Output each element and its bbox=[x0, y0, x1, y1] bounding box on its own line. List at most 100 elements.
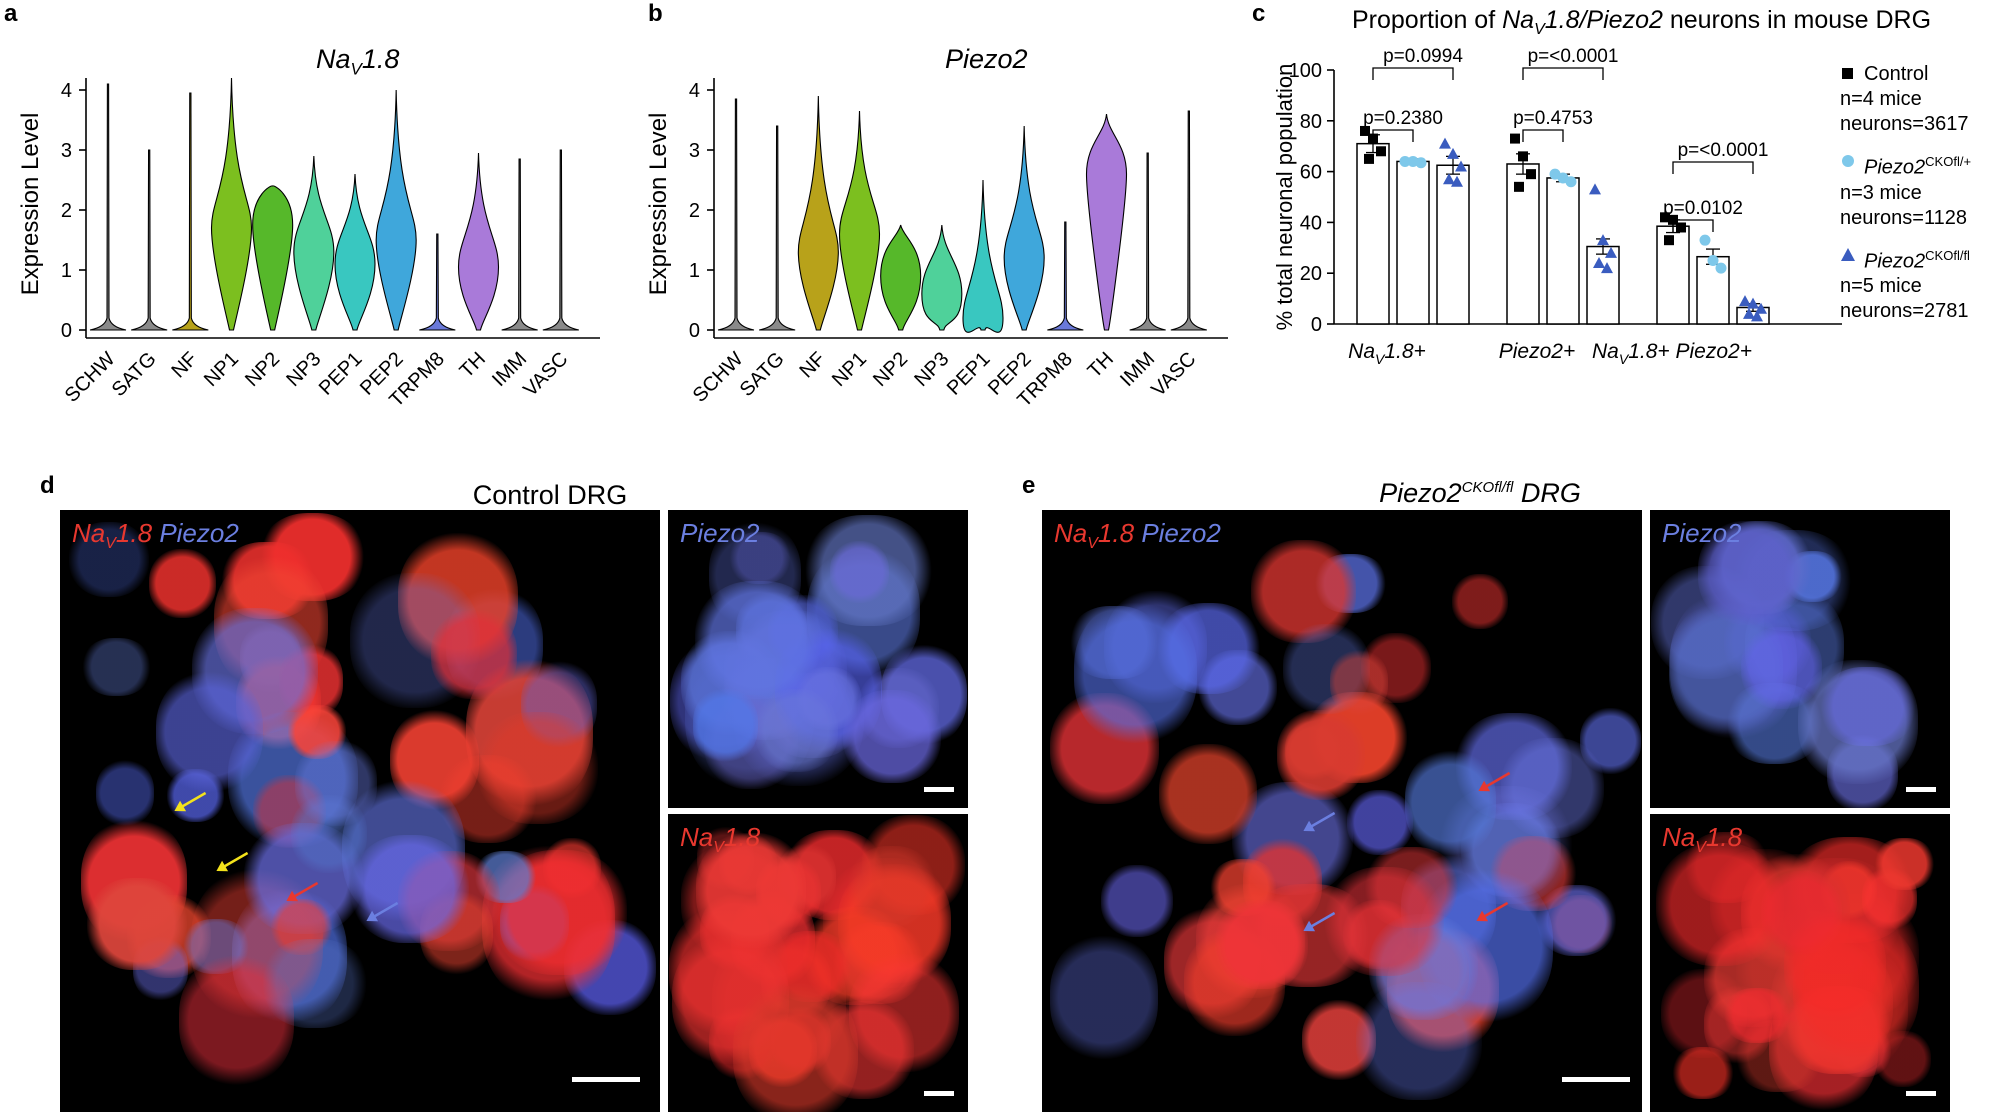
bar bbox=[1396, 160, 1430, 325]
panel-letter-e: e bbox=[1022, 472, 1036, 499]
stained-cell bbox=[1050, 934, 1158, 1060]
data-point-triangle bbox=[1755, 302, 1767, 314]
violin-imm bbox=[501, 158, 538, 331]
stained-cell bbox=[68, 521, 150, 597]
legend-item-control: Control n=4 mice neurons=3617 bbox=[1840, 62, 1998, 137]
stained-cell bbox=[1580, 707, 1641, 775]
data-point-triangle bbox=[1747, 297, 1759, 309]
stained-cell bbox=[351, 835, 469, 944]
violin-satg bbox=[131, 149, 168, 331]
data-point-square bbox=[1360, 125, 1370, 136]
scale-bar bbox=[572, 1077, 640, 1082]
stained-cell bbox=[87, 877, 188, 971]
y-tick-label: 1 bbox=[61, 260, 72, 282]
x-tick-label: TH bbox=[1084, 348, 1118, 382]
stained-cell bbox=[294, 741, 377, 826]
data-point-triangle bbox=[1589, 183, 1601, 195]
bar bbox=[1546, 177, 1580, 325]
data-point-triangle bbox=[1601, 262, 1613, 274]
violin-trpm8 bbox=[1047, 221, 1084, 331]
merged-channel-label: NaV1.8 Piezo2 bbox=[1054, 518, 1221, 553]
violin-pep1 bbox=[334, 173, 376, 331]
violin-th bbox=[457, 152, 500, 331]
stained-cell bbox=[1282, 624, 1371, 715]
stained-cell bbox=[1325, 867, 1445, 976]
data-point-triangle bbox=[1605, 246, 1617, 258]
panel-letter-d: d bbox=[40, 472, 55, 499]
data-point-circle bbox=[1715, 262, 1727, 274]
significance-bracket bbox=[1372, 129, 1414, 142]
violin-nf bbox=[797, 95, 839, 331]
stained-cell bbox=[1819, 666, 1917, 747]
stained-cell bbox=[156, 672, 264, 792]
x-tick-label: NP1 bbox=[828, 348, 871, 391]
panel-letter-a: a bbox=[4, 0, 18, 27]
data-point-circle bbox=[1399, 155, 1411, 167]
legend-n-ko: n=5 mice bbox=[1840, 275, 1922, 298]
data-point-triangle bbox=[1443, 173, 1455, 185]
stained-cell bbox=[830, 540, 890, 604]
significance-bracket bbox=[1522, 67, 1604, 80]
legend-item-ko: Piezo2CKOfl/fl n=5 mice neurons=2781 bbox=[1840, 243, 1998, 325]
y-tick-label: 0 bbox=[689, 320, 700, 342]
panel-b-title: Piezo2 bbox=[945, 44, 1028, 74]
stained-cell bbox=[1361, 633, 1431, 704]
data-point-square bbox=[1676, 222, 1686, 233]
violin-pep1 bbox=[962, 179, 1004, 333]
stained-cell bbox=[1501, 737, 1604, 839]
legend-neurons-het: neurons=1128 bbox=[1840, 206, 1967, 229]
data-point-square bbox=[1526, 169, 1536, 180]
legend-triangle-marker bbox=[1841, 247, 1855, 261]
y-tick-label: 100 bbox=[1289, 60, 1322, 82]
pointer-arrow-icon bbox=[1303, 811, 1336, 832]
x-tick-label: SCHW bbox=[61, 348, 120, 407]
stained-cell bbox=[1073, 601, 1197, 745]
panel-letter-b: b bbox=[648, 0, 663, 27]
x-tick-label: NF bbox=[795, 348, 829, 382]
x-tick-label: SATG bbox=[736, 348, 789, 401]
violin-schw bbox=[717, 98, 755, 331]
legend-name-ko: Piezo2CKOfl/fl bbox=[1864, 247, 1970, 273]
bar bbox=[1436, 164, 1470, 325]
data-point-triangle bbox=[1751, 310, 1763, 322]
data-point-circle bbox=[1699, 234, 1711, 246]
stained-cell bbox=[95, 760, 154, 826]
data-point-circle bbox=[1707, 255, 1719, 266]
bar-chart-proportion: 0 20 40 60 80 100% total neuronal population p… bbox=[1272, 46, 1842, 367]
x-tick-label: NP1 bbox=[200, 348, 243, 391]
micrograph-cko-piezo2: Piezo2 bbox=[1650, 510, 1950, 808]
p-value-label: p=0.0994 bbox=[1383, 46, 1463, 67]
data-point-square bbox=[1660, 212, 1670, 223]
data-point-circle bbox=[1565, 176, 1577, 188]
violin-np1 bbox=[838, 110, 881, 331]
violin-vasc bbox=[1170, 110, 1207, 331]
stained-cell bbox=[81, 638, 152, 697]
x-tick-label: SATG bbox=[108, 348, 161, 401]
x-tick-label: NF bbox=[167, 348, 201, 382]
panel-d-title: Control DRG bbox=[472, 480, 628, 510]
y-tick-label: 40 bbox=[1300, 212, 1322, 234]
scale-bar bbox=[1906, 787, 1936, 792]
stained-cell bbox=[520, 661, 597, 748]
y-tick-label: 0 bbox=[1311, 314, 1322, 336]
significance-bracket bbox=[1672, 219, 1714, 232]
data-point-square bbox=[1364, 153, 1374, 164]
pointer-arrow-icon bbox=[216, 851, 249, 872]
data-point-square bbox=[1510, 133, 1520, 144]
violin-np2 bbox=[880, 224, 922, 331]
stained-cell bbox=[729, 532, 792, 584]
x-group-label: NaV1.8+ Piezo2+ bbox=[1592, 340, 1752, 367]
piezo2-channel-label: Piezo2 bbox=[1662, 518, 1742, 548]
stained-cell bbox=[1277, 710, 1365, 801]
y-tick-label: 0 bbox=[61, 320, 72, 342]
nav18-channel-label: NaV1.8 bbox=[680, 822, 761, 857]
stained-cell bbox=[848, 953, 959, 1072]
violin-schw bbox=[89, 83, 127, 331]
pointer-arrow-icon bbox=[1303, 911, 1336, 932]
x-tick-label: NP2 bbox=[869, 348, 912, 391]
pointer-arrow-icon bbox=[1478, 771, 1511, 792]
stained-cell bbox=[148, 548, 216, 619]
y-tick-label: 1 bbox=[689, 260, 700, 282]
micrograph-control-merged: NaV1.8 Piezo2 bbox=[60, 510, 660, 1112]
